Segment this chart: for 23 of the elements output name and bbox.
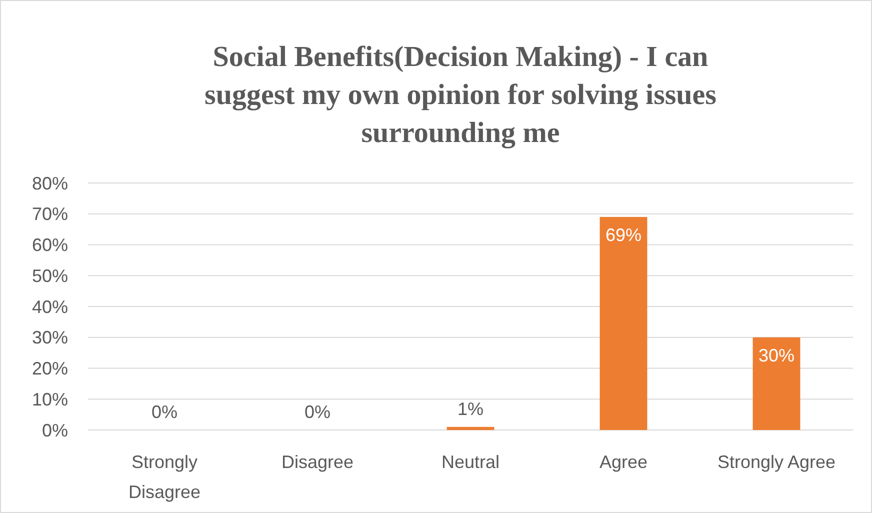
- data-label: 0%: [304, 402, 331, 422]
- data-label: 1%: [457, 398, 484, 419]
- y-tick-label: 60%: [32, 235, 68, 256]
- bar: [600, 216, 648, 430]
- y-tick-label: 10%: [32, 389, 68, 410]
- data-label: 0%: [151, 402, 178, 422]
- bar: [446, 426, 494, 430]
- x-tick-label: Agree: [599, 452, 648, 472]
- data-label: 30%: [758, 345, 795, 366]
- x-tick-label: Strongly Agree: [717, 452, 836, 472]
- x-tick-label: Neutral: [441, 452, 500, 472]
- y-tick-label: 80%: [32, 173, 68, 194]
- y-tick-label: 20%: [32, 358, 68, 379]
- y-tick-label: 50%: [32, 266, 68, 286]
- x-tick-label: Disagree: [281, 452, 354, 472]
- bar: [752, 337, 800, 430]
- chart-title: Social Benefits(Decision Making) - I can suggest my own opinion for solving issues surrounding me: [204, 41, 716, 149]
- x-tick-label: Strongly Disagree: [128, 452, 201, 502]
- y-tick-label: 30%: [32, 328, 68, 348]
- data-label: 69%: [605, 224, 642, 245]
- y-tick-label: 40%: [32, 296, 68, 317]
- y-tick-label: 0%: [42, 420, 68, 440]
- y-tick-label: 70%: [32, 204, 68, 224]
